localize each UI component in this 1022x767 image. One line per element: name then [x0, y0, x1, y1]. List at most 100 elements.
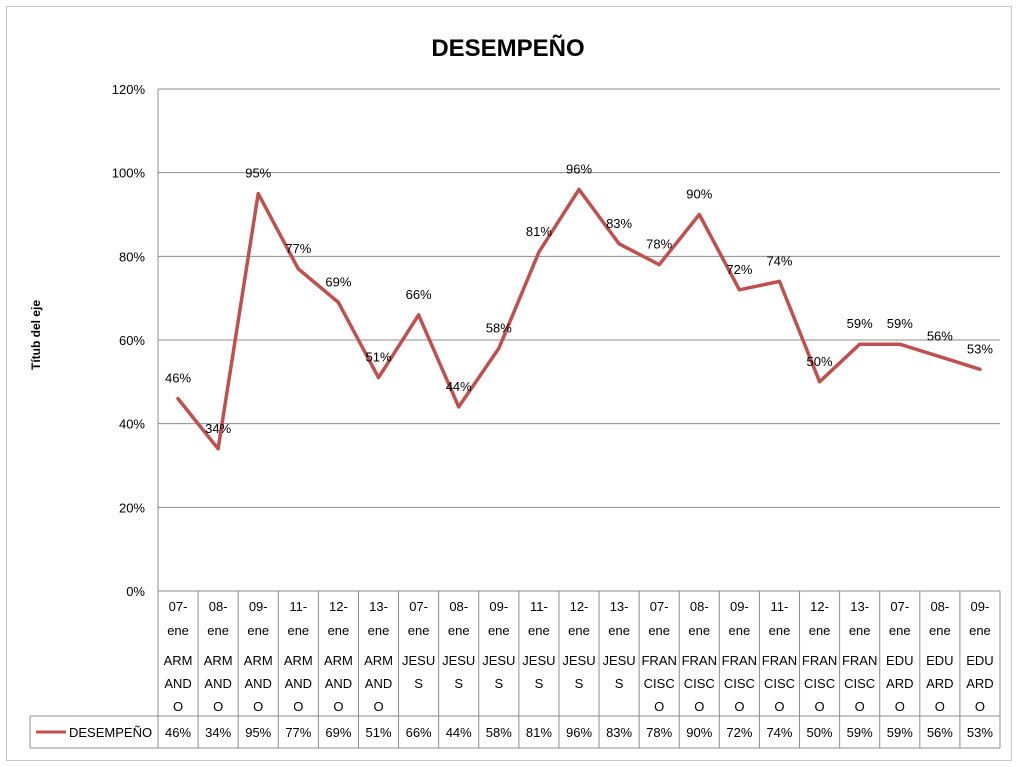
data-label: 74%: [766, 253, 792, 268]
y-tick-label: 60%: [119, 333, 145, 348]
x-tick-label: O: [253, 699, 263, 714]
x-tick-label: S: [454, 676, 463, 691]
data-point: [978, 367, 982, 371]
data-point: [417, 313, 421, 317]
x-tick-label: 13-: [850, 599, 869, 614]
y-tick-label: 120%: [112, 82, 146, 97]
x-tick-label: EDU: [886, 653, 913, 668]
x-tick-label: ene: [648, 623, 670, 638]
data-point: [176, 397, 180, 401]
data-label: 46%: [165, 371, 191, 386]
x-tick-label: FRAN: [762, 653, 797, 668]
data-label: 81%: [526, 224, 552, 239]
x-tick-label: AND: [245, 676, 272, 691]
x-tick-label: ARD: [966, 676, 993, 691]
x-tick-label: JESU: [482, 653, 515, 668]
data-table: 07- ene ARM AND O 46% 08- ene ARM AND O 34% 09- ene AR…: [29, 590, 1001, 749]
series-layer: [176, 187, 982, 451]
x-tick-label: ene: [488, 623, 510, 638]
x-tick-label: ene: [809, 623, 831, 638]
x-tick-label: FRAN: [682, 653, 717, 668]
table-value-cell: 50%: [807, 725, 833, 740]
x-tick-label: AND: [164, 676, 191, 691]
x-tick-label: JESU: [402, 653, 435, 668]
data-point: [256, 192, 260, 196]
data-label: 58%: [486, 320, 512, 335]
x-tick-label: ARD: [886, 676, 913, 691]
table-value-cell: 72%: [726, 725, 752, 740]
x-tick-label: O: [935, 699, 945, 714]
x-tick-label: ene: [929, 623, 951, 638]
x-tick-label: ene: [969, 623, 991, 638]
data-label: 83%: [606, 216, 632, 231]
data-label: 34%: [205, 421, 231, 436]
data-point: [577, 187, 581, 191]
x-tick-label: CISC: [804, 676, 835, 691]
x-tick-label: ene: [247, 623, 269, 638]
table-value-cell: 69%: [325, 725, 351, 740]
x-tick-label: S: [535, 676, 544, 691]
data-label: 51%: [366, 350, 392, 365]
data-point: [457, 405, 461, 409]
x-tick-label: ARM: [284, 653, 313, 668]
x-tick-label: S: [494, 676, 503, 691]
y-tick-label: 20%: [119, 500, 145, 515]
table-value-cell: 56%: [927, 725, 953, 740]
x-tick-label: EDU: [926, 653, 953, 668]
x-tick-label: ene: [448, 623, 470, 638]
x-tick-label: CISC: [764, 676, 795, 691]
table-value-cell: 95%: [245, 725, 271, 740]
x-tick-label: O: [895, 699, 905, 714]
x-tick-label: ene: [849, 623, 871, 638]
x-tick-label: ene: [769, 623, 791, 638]
data-label: 44%: [446, 379, 472, 394]
x-tick-label: EDU: [966, 653, 993, 668]
x-tick-label: O: [774, 699, 784, 714]
x-tick-label: JESU: [562, 653, 595, 668]
data-point: [737, 288, 741, 292]
x-tick-label: CISC: [644, 676, 675, 691]
x-tick-label: O: [815, 699, 825, 714]
y-tick-label: 80%: [119, 249, 145, 264]
x-tick-label: FRAN: [842, 653, 877, 668]
chart-title: DESEMPEÑO: [431, 34, 584, 62]
table-value-cell: 83%: [606, 725, 632, 740]
table-value-cell: 58%: [486, 725, 512, 740]
x-tick-label: 07-: [409, 599, 428, 614]
x-tick-label: O: [975, 699, 985, 714]
x-tick-label: ARM: [204, 653, 233, 668]
y-tick-label: 100%: [112, 166, 146, 181]
x-tick-label: O: [373, 699, 383, 714]
x-tick-label: ene: [368, 623, 390, 638]
x-tick-label: O: [333, 699, 343, 714]
data-point: [938, 355, 942, 359]
data-point: [858, 342, 862, 346]
table-value-cell: 44%: [446, 725, 472, 740]
x-tick-label: AND: [365, 676, 392, 691]
data-label: 72%: [726, 262, 752, 277]
x-tick-label: ene: [408, 623, 430, 638]
x-tick-label: ene: [167, 623, 189, 638]
table-value-cell: 90%: [686, 725, 712, 740]
data-point: [497, 346, 501, 350]
table-value-cell: 59%: [887, 725, 913, 740]
x-tick-label: 09-: [249, 599, 268, 614]
data-point: [697, 213, 701, 216]
x-tick-label: CISC: [724, 676, 755, 691]
x-tick-label: 09-: [971, 599, 990, 614]
x-tick-label: ARM: [164, 653, 193, 668]
x-tick-label: JESU: [522, 653, 555, 668]
data-point: [818, 380, 822, 384]
data-label: 95%: [245, 166, 271, 181]
x-tick-label: O: [293, 699, 303, 714]
x-tick-label: ene: [729, 623, 751, 638]
data-point: [898, 342, 902, 346]
x-tick-label: 08-: [209, 599, 228, 614]
x-tick-label: ene: [889, 623, 911, 638]
table-value-cell: 51%: [366, 725, 392, 740]
x-tick-label: 07-: [169, 599, 188, 614]
x-tick-label: ene: [207, 623, 229, 638]
x-tick-label: ene: [688, 623, 710, 638]
x-tick-label: 07-: [650, 599, 669, 614]
